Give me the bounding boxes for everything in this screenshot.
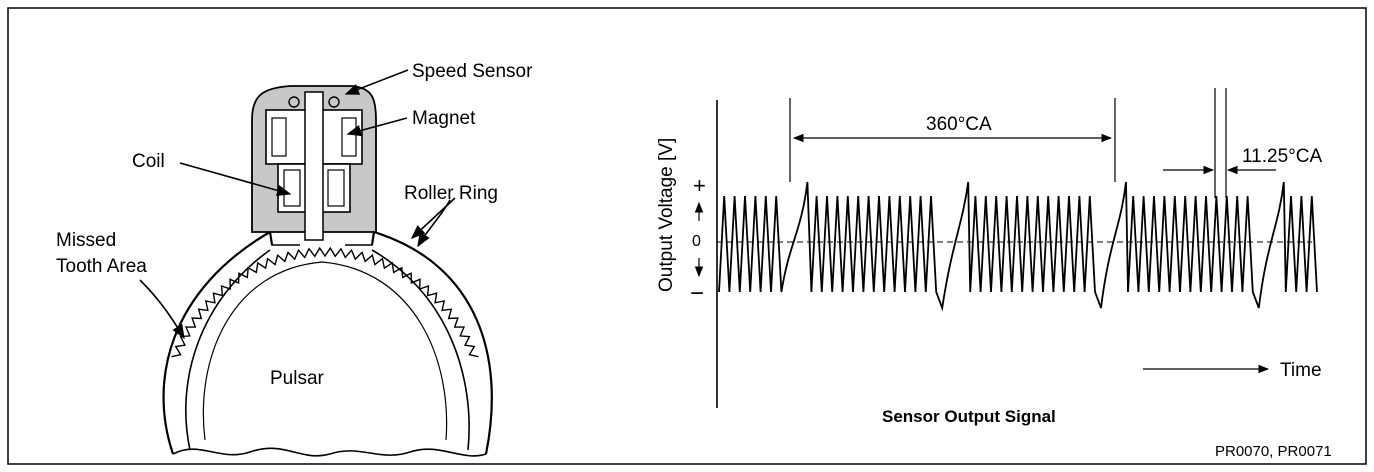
roller-ring — [162, 230, 493, 455]
y-minus: − — [690, 280, 704, 307]
center-pole — [304, 91, 324, 241]
chart-title: Sensor Output Signal — [882, 407, 1056, 426]
sensor-diagram: Speed Sensor Magnet Coil Roller Ring Mis… — [56, 61, 533, 457]
pulsar-inner-rim — [202, 261, 448, 441]
roller-ring-inner — [185, 249, 470, 451]
signal-chart: Output Voltage [V] + 0 − 360°CA 11.25°CA… — [656, 88, 1322, 426]
y-zero: 0 — [692, 233, 701, 250]
dim-tooth-label: 11.25°CA — [1242, 146, 1322, 167]
magnet-leader — [346, 117, 408, 137]
pulsar-teeth — [171, 246, 479, 358]
magnet-right — [341, 117, 357, 157]
dim-360-label: 360°CA — [926, 114, 992, 135]
coil-left — [283, 169, 301, 207]
signal-waveform — [718, 181, 1318, 312]
roller-ring-top-left — [269, 231, 300, 246]
speed-sensor-leader — [344, 69, 409, 95]
label-missed-line2: Tooth Area — [56, 256, 147, 277]
missed-tooth-leader — [139, 279, 185, 340]
cap-right — [328, 96, 340, 108]
figure-code: PR0070, PR0071 — [1215, 443, 1332, 460]
coil-leader — [179, 162, 292, 197]
y-axis-label: Output Voltage [V] — [656, 138, 677, 292]
label-coil: Coil — [132, 151, 165, 172]
cap-left — [288, 96, 300, 108]
time-label: Time — [1280, 360, 1322, 381]
coil-right — [327, 169, 345, 207]
roller-ring-leader — [417, 199, 451, 248]
figure-border — [7, 7, 1367, 465]
label-missed-line1: Missed — [56, 230, 116, 251]
roller-ring-top-right — [345, 231, 375, 246]
y-plus: + — [693, 173, 706, 198]
label-pulsar: Pulsar — [270, 368, 325, 389]
label-roller-ring: Roller Ring — [404, 183, 498, 204]
label-magnet: Magnet — [412, 108, 476, 129]
label-speed-sensor: Speed Sensor — [412, 61, 533, 82]
break-line — [172, 447, 487, 457]
magnet-left — [271, 117, 287, 157]
